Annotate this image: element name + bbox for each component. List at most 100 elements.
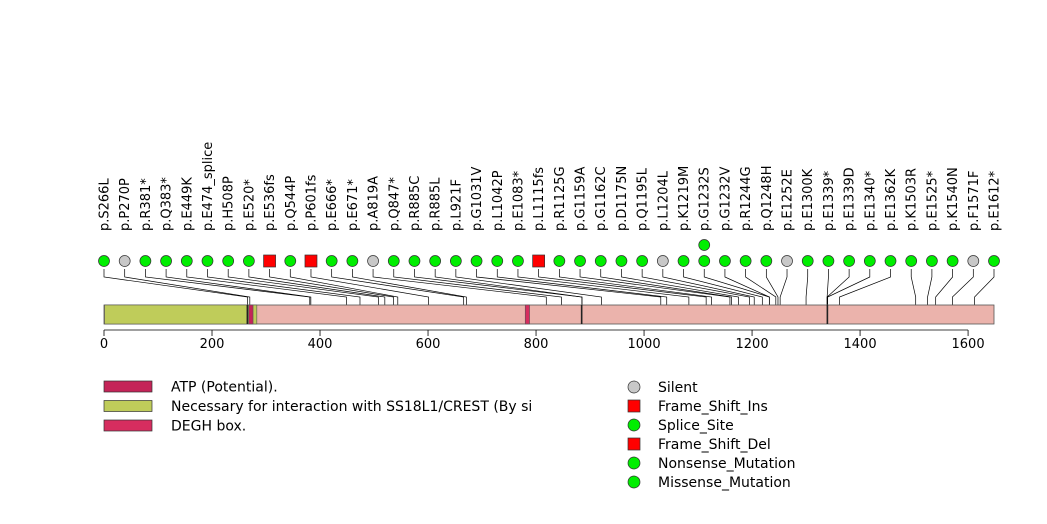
mutation-label-1: p.P270P <box>118 178 133 231</box>
mutation-label-42: p.F1571F <box>967 171 982 231</box>
domain-legend-label-2: DEGH box. <box>171 419 246 435</box>
marker-circle-43-0 <box>988 255 1000 267</box>
marker-circle-29-1 <box>698 239 711 251</box>
mut-legend-label-2: Splice_Site <box>658 418 734 434</box>
marker-circle-32-0 <box>760 255 773 267</box>
connector-32 <box>765 269 779 305</box>
marker-circle-33-0 <box>781 255 793 267</box>
connector-lines <box>103 269 995 305</box>
mutation-label-22: p.R1125G <box>553 166 568 231</box>
connector-31 <box>745 269 777 305</box>
marker-circle-23-0 <box>574 255 586 267</box>
marker-circle-2-0 <box>139 255 152 267</box>
mutation-label-16: p.R885L <box>429 177 444 231</box>
mutation-type-legend: Silent Frame_Shift_Ins Splice_Site Frame_Sh… <box>627 380 795 491</box>
marker-circle-5-0 <box>201 255 214 267</box>
marker-circle-18-0 <box>470 255 483 267</box>
connector-17 <box>455 269 602 305</box>
mut-legend-swatch-1 <box>627 399 641 413</box>
marker-circle-26-0 <box>636 255 648 267</box>
connector-29 <box>703 269 770 305</box>
x-tick-label-8: 1600 <box>952 337 985 352</box>
marker-circle-16-0 <box>429 255 442 267</box>
marker-circle-28-0 <box>677 255 690 267</box>
mutation-label-9: p.Q544P <box>284 176 299 231</box>
connector-34 <box>805 269 809 305</box>
mutation-label-15: p.R885C <box>408 176 423 231</box>
mutation-labels: p.S266L p.P270P p.R381* p.Q383* p.E449K p.E47… <box>98 142 1003 231</box>
mut-legend-swatch-0 <box>627 380 641 394</box>
marker-circle-29-0 <box>698 255 711 267</box>
marker-circle-39-0 <box>905 255 918 267</box>
marker-circle-1-0 <box>118 255 131 267</box>
connector-21 <box>538 269 707 305</box>
marker-circle-7-0 <box>243 255 255 267</box>
marker-circle-4-0 <box>180 255 193 267</box>
marker-circle-34-0 <box>801 255 814 267</box>
connector-30 <box>724 269 770 305</box>
mutation-label-38: p.E1362K <box>884 168 899 231</box>
connector-37 <box>827 269 871 305</box>
mut-legend-label-0: Silent <box>658 380 698 396</box>
connector-23 <box>579 269 731 305</box>
marker-circle-24-0 <box>594 255 607 267</box>
connector-27 <box>662 269 755 305</box>
domain-legend-swatch-1 <box>103 400 153 412</box>
connector-14 <box>393 269 562 305</box>
connector-39 <box>910 269 917 305</box>
connector-12 <box>352 269 467 305</box>
marker-circle-27-0 <box>656 255 669 267</box>
mutation-label-18: p.G1031V <box>470 166 485 231</box>
domain-1 <box>524 304 530 325</box>
mut-legend-swatch-3 <box>627 437 641 451</box>
protein-bar <box>103 304 995 325</box>
marker-circle-20-0 <box>512 255 524 267</box>
marker-square-21-0 <box>532 254 546 268</box>
marker-circle-9-0 <box>284 255 297 267</box>
mutation-label-4: p.E449K <box>180 177 195 231</box>
connector-26 <box>641 269 750 305</box>
mutation-label-30: p.G1232V <box>718 166 733 231</box>
mutation-label-21: p.L1115fs <box>532 167 547 231</box>
marker-circle-41-0 <box>946 255 959 267</box>
connector-6 <box>227 269 379 305</box>
marker-square-8-0 <box>263 254 276 268</box>
marker-circle-11-0 <box>325 255 338 267</box>
x-tick-label-2: 400 <box>308 337 333 352</box>
x-tick-label-3: 600 <box>416 337 441 352</box>
connector-15 <box>414 269 583 305</box>
marker-circle-38-0 <box>884 255 897 267</box>
marker-circle-6-0 <box>222 255 235 267</box>
marker-circle-36-0 <box>843 255 855 267</box>
marker-circle-22-0 <box>553 255 566 267</box>
mutation-label-13: p.A819A <box>367 176 382 231</box>
mut-legend-swatch-2 <box>627 418 641 432</box>
marker-circle-37-0 <box>863 255 876 267</box>
domain-0 <box>104 304 258 325</box>
mutation-label-11: p.E666* <box>325 179 340 231</box>
minor-feature-2 <box>826 305 829 324</box>
mut-legend-label-3: Frame_Shift_Del <box>658 437 771 453</box>
mutation-label-19: p.L1042P <box>491 170 506 231</box>
mutation-label-23: p.G1159A <box>574 166 589 231</box>
domain-legend-label-0: ATP (Potential). <box>171 380 278 396</box>
mutation-label-5: p.E474_splice <box>201 142 216 231</box>
marker-circle-14-0 <box>387 255 400 267</box>
mutation-label-24: p.G1162C <box>594 166 609 231</box>
mutation-label-35: p.E1339* <box>822 170 837 231</box>
connector-22 <box>558 269 712 305</box>
connector-33 <box>779 269 788 305</box>
connector-40 <box>927 269 933 305</box>
mutation-label-36: p.E1339D <box>843 167 858 231</box>
marker-circle-42-0 <box>967 255 980 267</box>
connector-10 <box>310 269 429 305</box>
marker-circle-19-0 <box>491 255 504 267</box>
mutation-label-25: p.D1175N <box>615 166 630 231</box>
connector-5 <box>207 269 361 305</box>
mut-legend-swatch-5 <box>627 475 641 489</box>
mutation-label-34: p.E1300K <box>801 168 816 231</box>
mutation-label-0: p.S266L <box>98 178 113 231</box>
connector-28 <box>683 269 763 305</box>
mutation-markers <box>98 239 1000 268</box>
